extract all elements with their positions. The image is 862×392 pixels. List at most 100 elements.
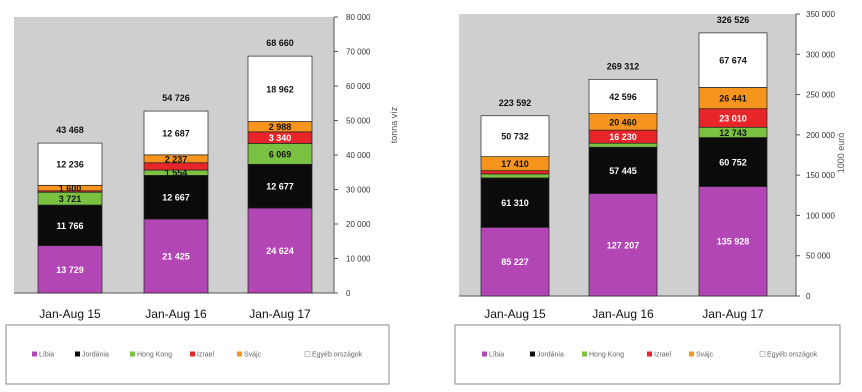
bar-segment — [698, 137, 768, 187]
bar-value-label: 2 988 — [269, 122, 292, 132]
y-tick-label: 300 000 — [806, 50, 835, 59]
legend-swatch — [304, 351, 311, 357]
legend-swatch — [130, 351, 135, 357]
legend-label: Jordánia — [82, 352, 109, 359]
legend-swatch — [482, 351, 487, 357]
bar-value-label: 6 069 — [269, 149, 292, 159]
y-tick-label: 30 000 — [346, 186, 371, 195]
bar-segment — [143, 218, 209, 294]
bar-value-label: 12 677 — [266, 182, 294, 192]
y-axis-title: tonna víz — [389, 106, 399, 143]
bar-value-label: 135 928 — [717, 237, 750, 247]
bar-value-label: 50 732 — [501, 132, 529, 142]
legend-label: Izrael — [197, 352, 215, 359]
bar-total-label: 54 726 — [162, 93, 190, 103]
bar-segment — [588, 193, 658, 297]
legend-label: Líbia — [39, 352, 54, 359]
bar-segment — [698, 32, 768, 88]
legend-label: Hong Kong — [589, 352, 624, 359]
y-tick-label: 50 000 — [806, 252, 831, 261]
bar-value-label: 11 766 — [56, 221, 83, 231]
legend-label: Jordánia — [537, 352, 564, 359]
x-tick-label: Jan-Aug 15 — [39, 307, 101, 321]
legend-swatch — [237, 351, 242, 357]
bar-value-label: 2 237 — [165, 154, 188, 164]
bar-total-label: 223 592 — [499, 98, 532, 108]
bar-value-label: 24 624 — [266, 246, 294, 256]
legend-swatch — [530, 351, 535, 357]
bar-value-label: 3 721 — [59, 194, 82, 204]
bar-value-label: 23 010 — [719, 113, 747, 123]
chart-1: 0 10 000 20 000 30 000 40 000 50 000 60 000 70 … — [5, 13, 399, 385]
bar-value-label: 13 729 — [56, 265, 84, 275]
bar-value-label: 12 236 — [56, 160, 84, 170]
bar-total-label: 68 660 — [266, 38, 294, 48]
bar-value-label: 42 596 — [609, 92, 637, 102]
bar-value-label: 127 207 — [607, 240, 640, 250]
y-tick-label: 60 000 — [346, 82, 371, 91]
bar-segment — [698, 186, 768, 297]
legend-label: Hong Kong — [137, 352, 172, 359]
y-tick-label: 350 000 — [806, 10, 835, 19]
bar-segment — [480, 226, 550, 297]
bar-segment — [480, 177, 550, 228]
bar-total-label: 326 526 — [717, 15, 750, 25]
y-tick-label: 250 000 — [806, 91, 835, 100]
bar-segment — [143, 110, 209, 156]
bar-value-label: 57 445 — [609, 166, 637, 176]
bar-total-label: 43 468 — [56, 125, 84, 135]
bar-value-label: 17 410 — [501, 159, 529, 169]
y-tick-label: 150 000 — [806, 171, 835, 180]
bar-value-label: 26 441 — [719, 94, 747, 104]
x-tick-label: Jan-Aug 15 — [484, 307, 546, 321]
y-tick-label: 80 000 — [346, 13, 371, 22]
bar-segment — [37, 245, 103, 294]
y-tick-label: 200 000 — [806, 131, 835, 140]
legend-label: Svájc — [244, 352, 262, 359]
legend-swatch — [75, 351, 80, 357]
legend-swatch — [582, 351, 587, 357]
x-tick-label: Jan-Aug 17 — [702, 307, 764, 321]
bar-value-label: 3 340 — [269, 133, 292, 143]
legend-swatch — [32, 351, 37, 357]
bar-value-label: 12 687 — [162, 128, 190, 138]
bar-value-label: 18 962 — [266, 84, 294, 94]
bar-value-label: 20 460 — [609, 117, 637, 127]
legend-swatch — [647, 351, 652, 357]
chart-2: 0 50 000 100 000 150 000 200 000 250 000 300 0… — [454, 10, 846, 385]
legend-label: Líbia — [489, 352, 504, 359]
legend-label: Egyéb országok — [312, 352, 363, 359]
legend-label: Egyéb országok — [767, 352, 818, 359]
bar-segment — [480, 173, 550, 179]
bar-value-label: 21 425 — [162, 252, 190, 262]
y-tick-label: 40 000 — [346, 151, 371, 160]
bar-value-label: 16 230 — [609, 132, 637, 142]
y-tick-label: 0 — [806, 292, 811, 301]
bar-segment — [247, 55, 313, 122]
bar-segment — [37, 142, 103, 186]
y-tick-label: 20 000 — [346, 220, 371, 229]
legend-label: Izrael — [654, 352, 672, 359]
bar-value-label: 61 310 — [501, 198, 529, 208]
bar-value-label: 1 600 — [59, 184, 82, 194]
bar-value-label: 67 674 — [719, 56, 747, 66]
y-tick-label: 0 — [346, 289, 351, 298]
bar-value-label: 12 743 — [719, 128, 747, 138]
bar-segment — [588, 78, 658, 114]
y-tick-label: 10 000 — [346, 255, 371, 264]
y-axis-title: 1000 euró — [836, 133, 846, 174]
bar-segment — [143, 175, 209, 220]
bar-segment — [588, 146, 658, 194]
bar-value-label: 12 667 — [162, 193, 190, 203]
bar-segment — [588, 142, 658, 148]
bar-segment — [37, 204, 103, 246]
legend-swatch — [689, 351, 694, 357]
y-tick-label: 100 000 — [806, 211, 835, 220]
x-tick-label: Jan-Aug 16 — [592, 307, 654, 321]
bar-segment — [247, 207, 313, 294]
bar-value-label: 85 227 — [501, 257, 529, 267]
bar-segment — [480, 115, 550, 158]
bar-value-label: 1 554 — [165, 168, 188, 178]
bar-segment — [480, 170, 550, 175]
